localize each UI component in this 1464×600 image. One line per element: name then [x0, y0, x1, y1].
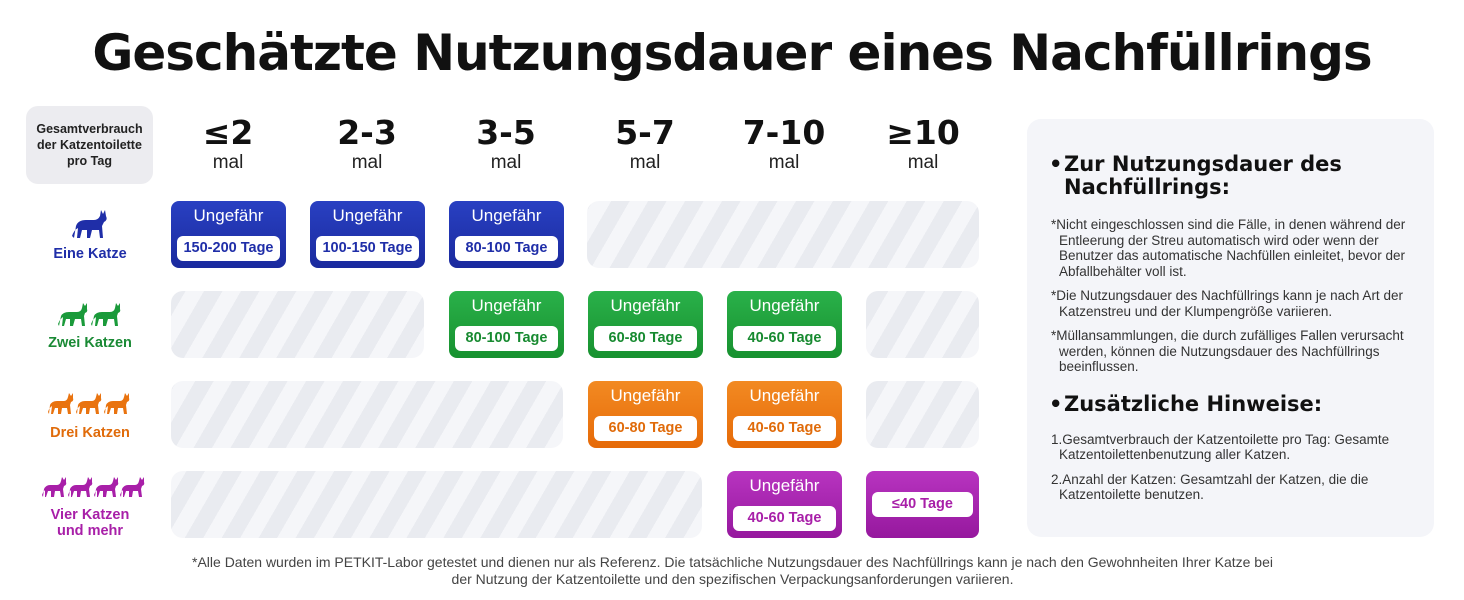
column-range: 7-10 — [742, 113, 826, 152]
duration-value: 60-80 Tage — [594, 326, 697, 351]
heading-line2: Nachfüllrings: — [1064, 175, 1231, 199]
approx-label: Ungefähr — [471, 206, 542, 225]
duration-card: Ungefähr 80-100 Tage — [449, 201, 564, 268]
row-label-line1: Vier Katzen — [50, 507, 130, 523]
corner-label: Gesamtverbrauch der Katzentoilette pro T… — [26, 106, 153, 184]
column-header-1: ≤2 mal — [170, 114, 286, 174]
info-heading-usage: •Zur Nutzungsdauer des Nachfüllrings: — [1049, 153, 1418, 199]
note-text: *Die Nutzungsdauer des Nachfüllrings kan… — [1051, 288, 1403, 319]
bullet-icon: • — [1049, 391, 1063, 416]
duration-value: 150-200 Tage — [177, 236, 280, 261]
column-range: ≥10 — [886, 113, 960, 152]
duration-card: Ungefähr 40-60 Tage — [727, 291, 842, 358]
column-header-4: 5-7 mal — [587, 114, 703, 174]
duration-card: Ungefähr 40-60 Tage — [727, 471, 842, 538]
heading-line1: Zur Nutzungsdauer des — [1064, 152, 1342, 176]
page-title: Geschätzte Nutzungsdauer eines Nachfüllr… — [92, 24, 1372, 82]
empty-cell — [171, 381, 563, 448]
column-header-3: 3-5 mal — [448, 114, 564, 174]
column-unit: mal — [907, 152, 939, 173]
empty-cell — [171, 471, 702, 538]
duration-value: 40-60 Tage — [733, 326, 836, 351]
two-cats-icon — [30, 300, 150, 332]
hint-text: 2.Anzahl der Katzen: Gesamtzahl der Katz… — [1051, 471, 1369, 503]
bullet-icon: • — [1049, 152, 1063, 176]
duration-card: ≤40 Tage — [866, 471, 979, 538]
column-header-6: ≥10 mal — [865, 114, 981, 174]
row-label-one-cat: Eine Katze — [53, 246, 127, 262]
approx-label: Ungefähr — [193, 206, 264, 225]
column-header-5: 7-10 mal — [726, 114, 842, 174]
info-panel: •Zur Nutzungsdauer des Nachfüllrings: *N… — [1027, 119, 1434, 537]
four-cats-icon — [34, 475, 154, 503]
duration-card: Ungefähr 150-200 Tage — [171, 201, 286, 268]
column-unit: mal — [768, 152, 800, 173]
row-label-three-cats: Drei Katzen — [50, 425, 130, 441]
duration-value: ≤40 Tage — [872, 492, 973, 517]
column-range: 2-3 — [337, 113, 397, 152]
approx-label: Ungefähr — [610, 386, 681, 405]
column-range: 5-7 — [615, 113, 675, 152]
duration-value: 80-100 Tage — [455, 236, 558, 261]
column-unit: mal — [629, 152, 661, 173]
row-label-two-cats: Zwei Katzen — [48, 335, 132, 351]
approx-label: Ungefähr — [749, 296, 820, 315]
duration-value: 40-60 Tage — [733, 416, 836, 441]
approx-label: Ungefähr — [610, 296, 681, 315]
duration-card: Ungefähr 60-80 Tage — [588, 291, 703, 358]
column-header-2: 2-3 mal — [309, 114, 425, 174]
approx-label: Ungefähr — [749, 386, 820, 405]
note-text: *Nicht eingeschlossen sind die Fälle, in… — [1051, 217, 1406, 279]
three-cats-icon — [30, 390, 150, 420]
info-heading-hints: •Zusätzliche Hinweise: — [1049, 391, 1418, 416]
column-unit: mal — [212, 152, 244, 173]
duration-value: 100-150 Tage — [316, 236, 419, 261]
duration-card: Ungefähr 60-80 Tage — [588, 381, 703, 448]
column-unit: mal — [490, 152, 522, 173]
row-label-line2: und mehr — [56, 523, 124, 539]
row-label-four-cats: Vier Katzen und mehr — [30, 507, 150, 539]
duration-value: 60-80 Tage — [594, 416, 697, 441]
empty-cell — [866, 291, 979, 358]
footnote: *Alle Daten wurden im PETKIT-Labor getes… — [192, 554, 1273, 587]
column-range: ≤2 — [202, 113, 254, 152]
duration-card: Ungefähr 100-150 Tage — [310, 201, 425, 268]
empty-cell — [171, 291, 424, 358]
empty-cell — [866, 381, 979, 448]
duration-value: 80-100 Tage — [455, 326, 558, 351]
one-cat-icon — [30, 208, 150, 244]
hint-text: 1.Gesamtverbrauch der Katzentoilette pro… — [1051, 431, 1390, 463]
duration-card: Ungefähr 40-60 Tage — [727, 381, 842, 448]
note-text: *Müllansammlungen, die durch zufälliges … — [1051, 328, 1404, 374]
approx-label: Ungefähr — [471, 296, 542, 315]
column-range: 3-5 — [476, 113, 536, 152]
duration-card: Ungefähr 80-100 Tage — [449, 291, 564, 358]
column-unit: mal — [351, 152, 383, 173]
duration-value: 40-60 Tage — [733, 506, 836, 531]
approx-label: Ungefähr — [332, 206, 403, 225]
empty-cell — [587, 201, 979, 268]
heading-text: Zusätzliche Hinweise: — [1064, 391, 1323, 416]
approx-label: Ungefähr — [749, 476, 820, 495]
